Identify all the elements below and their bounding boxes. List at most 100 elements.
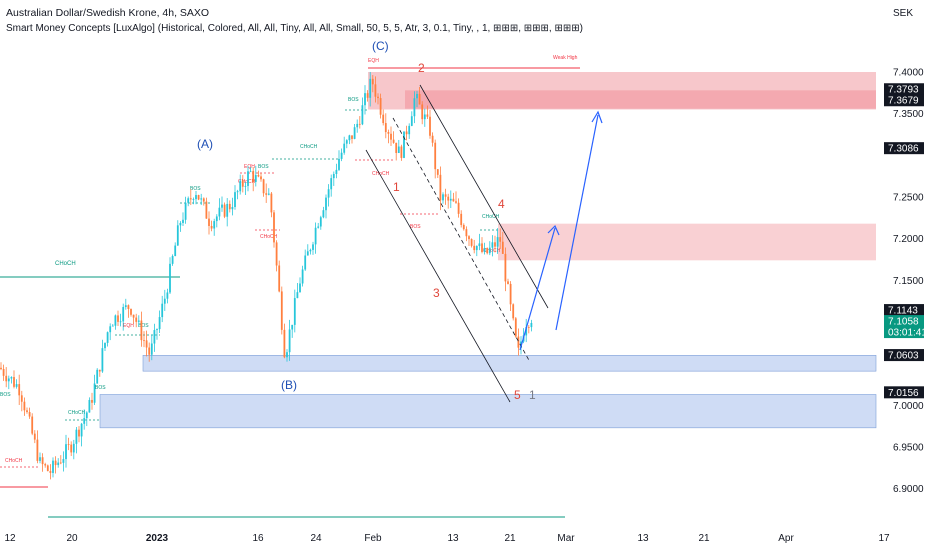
- candle: [429, 110, 431, 139]
- candle: [322, 206, 325, 219]
- candle: [57, 458, 60, 468]
- candle: [325, 194, 327, 219]
- candle: [392, 131, 395, 144]
- price-tag: 7.0156: [884, 386, 924, 399]
- candle: [119, 313, 122, 327]
- candle: [468, 235, 470, 246]
- candle: [475, 245, 478, 257]
- candle: [509, 281, 512, 311]
- candle: [530, 319, 533, 332]
- candle: [236, 189, 239, 200]
- price-tag-label: 03:01:41: [888, 328, 927, 339]
- candle: [241, 175, 244, 193]
- label-bos-3: BOS: [348, 97, 359, 103]
- candle: [174, 242, 177, 257]
- label-bos-5: BOS: [95, 385, 106, 391]
- price-tag-label: 7.0603: [888, 351, 919, 362]
- price-tag-label: 7.0156: [888, 388, 919, 399]
- candle: [31, 413, 34, 436]
- label-weak-high: Weak High: [553, 55, 578, 61]
- candle: [439, 166, 442, 211]
- candle: [512, 303, 515, 321]
- price-tag: 7.0603: [884, 349, 924, 362]
- candle: [182, 212, 184, 227]
- candle: [163, 289, 166, 311]
- channel-upper: [419, 84, 549, 309]
- wave-5: 5: [514, 388, 521, 402]
- price-tag-label: 7.3679: [888, 96, 919, 107]
- downtrend-channel[interactable]: [365, 84, 549, 403]
- candle: [28, 407, 31, 419]
- candle: [18, 374, 21, 406]
- candle: [59, 455, 62, 465]
- indicator-legend[interactable]: Smart Money Concepts [LuxAlgo] (Historic…: [6, 23, 583, 34]
- price-tag-label: 7.1143: [888, 306, 918, 317]
- candle: [413, 91, 416, 124]
- candle: [54, 456, 57, 474]
- candle: [514, 316, 517, 338]
- candle: [96, 368, 99, 384]
- candle: [13, 370, 15, 389]
- candle: [114, 314, 117, 330]
- candle: [210, 220, 213, 232]
- wave-1-next: 1: [529, 388, 536, 402]
- label-choch-2: CHoCH: [300, 144, 318, 150]
- candle: [101, 339, 104, 373]
- wave-B: (B): [281, 378, 297, 392]
- demand-zone[interactable]: [99, 394, 877, 429]
- x-tick-label: 12: [4, 533, 16, 544]
- candle: [299, 277, 301, 293]
- supply-zone[interactable]: [405, 90, 876, 109]
- candle: [444, 188, 447, 205]
- projection-arrows[interactable]: [519, 110, 603, 351]
- candle: [395, 142, 398, 161]
- candle: [249, 167, 252, 173]
- label-eqh-3: EQH: [368, 58, 379, 64]
- price-tag-label: 7.3793: [888, 85, 919, 96]
- candle: [319, 215, 322, 230]
- y-tick-label: 7.2000: [893, 234, 924, 245]
- candle: [527, 325, 530, 334]
- price-axis[interactable]: SEK 7.4000 7.3500 7.2500 7.2000 7.1500 7.0000…: [884, 8, 927, 495]
- candle: [111, 324, 114, 327]
- candle: [431, 132, 434, 147]
- candle: [184, 196, 187, 224]
- candle: [5, 367, 8, 388]
- candle: [122, 303, 125, 331]
- y-tick-label: 7.0000: [893, 401, 924, 412]
- label-eqh-2: EQH: [123, 323, 134, 329]
- candle: [65, 434, 67, 468]
- candle: [270, 192, 273, 218]
- candle: [377, 93, 379, 105]
- candle: [156, 328, 158, 340]
- candle: [98, 369, 101, 377]
- demand-zone[interactable]: [142, 355, 877, 372]
- projection-arrowhead-2: [591, 110, 603, 124]
- candle: [169, 257, 171, 295]
- candle: [369, 71, 372, 107]
- x-tick-label: 21: [504, 533, 516, 544]
- candle: [171, 254, 174, 266]
- candle: [7, 375, 10, 390]
- wave-2: 2: [418, 61, 425, 75]
- candle: [291, 324, 294, 338]
- candle: [405, 125, 408, 141]
- candle: [202, 197, 205, 206]
- time-axis[interactable]: 12 20 2023 16 24 Feb 13 21 Mar 13 21 Apr 17: [4, 533, 890, 544]
- candle: [283, 323, 286, 359]
- x-tick-label: 24: [310, 533, 322, 544]
- candle: [499, 228, 502, 249]
- candle: [442, 192, 444, 204]
- label-bos-7: BOS: [410, 224, 421, 230]
- projection-arrowhead-1: [547, 224, 560, 236]
- candle: [345, 139, 348, 149]
- candle: [421, 101, 424, 125]
- candle: [150, 334, 153, 361]
- candle: [338, 150, 340, 171]
- projection-path-2: [555, 114, 599, 331]
- y-tick-label: 6.9500: [893, 442, 924, 453]
- candle: [343, 136, 346, 155]
- supply-zone[interactable]: [498, 223, 876, 261]
- candle: [137, 315, 140, 327]
